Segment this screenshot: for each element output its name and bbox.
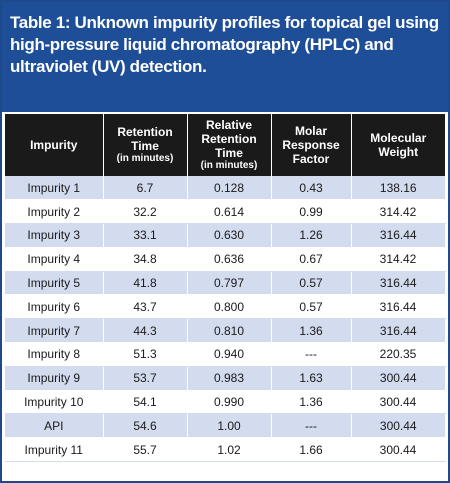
cell-relative-retention-time: 0.614 <box>187 199 272 225</box>
cell-molar-response-factor: 0.43 <box>271 176 352 201</box>
cell-molecular-weight: 300.44 <box>351 437 446 463</box>
cell-retention-time: 33.1 <box>103 223 188 248</box>
title-bar: Table 1: Unknown impurity profiles for t… <box>2 2 448 112</box>
cell-molecular-weight: 300.44 <box>351 366 445 391</box>
cell-relative-retention-time: 0.636 <box>187 247 272 272</box>
cell-retention-time: 54.6 <box>103 413 188 439</box>
cell-impurity: Impurity 5 <box>5 271 104 296</box>
cell-relative-retention-time: 0.990 <box>187 390 272 415</box>
cell-impurity: Impurity 9 <box>5 366 104 391</box>
cell-molar-response-factor: --- <box>271 413 352 439</box>
cell-impurity: Impurity 8 <box>5 342 104 367</box>
cell-molecular-weight: 220.35 <box>351 342 446 367</box>
cell-molecular-weight: 314.42 <box>351 247 446 272</box>
cell-relative-retention-time: 1.02 <box>187 437 272 463</box>
cell-impurity: API <box>5 413 104 439</box>
cell-retention-time: 51.3 <box>103 342 188 367</box>
cell-molar-response-factor: 0.57 <box>271 271 352 296</box>
cell-relative-retention-time: 0.940 <box>187 342 272 367</box>
cell-retention-time: 6.7 <box>103 176 188 201</box>
cell-molar-response-factor: 1.36 <box>271 318 352 344</box>
cell-molar-response-factor: 1.63 <box>271 366 352 391</box>
cell-impurity: Impurity 11 <box>5 437 104 463</box>
table-row: Impurity 4 34.8 0.636 0.67 314.42 <box>5 247 446 272</box>
cell-molar-response-factor: 1.66 <box>271 437 352 463</box>
table-row: Impurity 1 6.7 0.128 0.43 138.16 <box>5 176 445 201</box>
table-row: Impurity 11 55.7 1.02 1.66 300.44 <box>5 437 446 463</box>
header-relative-retention-time-unit: (in minutes) <box>200 160 258 171</box>
cell-molar-response-factor: 0.57 <box>271 294 352 320</box>
cell-molecular-weight: 300.44 <box>351 413 445 439</box>
impurity-table: Impurity Retention Time (in minutes) Rel… <box>5 114 446 463</box>
cell-relative-retention-time: 0.810 <box>187 318 272 344</box>
cell-retention-time: 34.8 <box>103 247 188 272</box>
cell-molecular-weight: 316.44 <box>351 223 445 248</box>
cell-impurity: Impurity 6 <box>5 294 104 320</box>
cell-retention-time: 55.7 <box>103 437 188 463</box>
cell-relative-retention-time: 1.00 <box>187 413 272 439</box>
cell-molar-response-factor: 0.99 <box>271 199 352 225</box>
header-retention-time-unit: (in minutes) <box>116 153 174 164</box>
header-molecular-weight: Molecular Weight <box>351 114 445 176</box>
cell-retention-time: 53.7 <box>103 366 188 391</box>
table-row: Impurity 7 44.3 0.810 1.36 316.44 <box>5 318 445 344</box>
header-relative-retention-time: Relative Retention Time (in minutes) <box>187 114 272 176</box>
table-row: Impurity 10 54.1 0.990 1.36 300.44 <box>5 390 446 415</box>
cell-molar-response-factor: 1.36 <box>271 390 352 415</box>
cell-relative-retention-time: 0.797 <box>187 271 272 296</box>
cell-impurity: Impurity 4 <box>5 247 104 272</box>
table-row: API 54.6 1.00 --- 300.44 <box>5 413 445 439</box>
cell-retention-time: 43.7 <box>103 294 188 320</box>
table-row: Impurity 2 32.2 0.614 0.99 314.42 <box>5 199 446 225</box>
cell-molar-response-factor: 0.67 <box>271 247 352 272</box>
cell-molecular-weight: 316.44 <box>351 271 445 296</box>
cell-impurity: Impurity 2 <box>5 199 104 225</box>
cell-molecular-weight: 314.42 <box>351 199 446 225</box>
cell-molecular-weight: 138.16 <box>351 176 445 201</box>
header-retention-time: Retention Time (in minutes) <box>103 114 188 176</box>
table-row: Impurity 8 51.3 0.940 --- 220.35 <box>5 342 446 367</box>
cell-molecular-weight: 316.44 <box>351 294 446 320</box>
cell-molecular-weight: 316.44 <box>351 318 445 344</box>
header-molar-response-factor: Molar Response Factor <box>271 114 352 176</box>
cell-retention-time: 32.2 <box>103 199 188 225</box>
table-row: Impurity 9 53.7 0.983 1.63 300.44 <box>5 366 445 391</box>
cell-retention-time: 54.1 <box>103 390 188 415</box>
cell-impurity: Impurity 7 <box>5 318 104 344</box>
cell-impurity: Impurity 10 <box>5 390 104 415</box>
cell-impurity: Impurity 3 <box>5 223 104 248</box>
cell-molar-response-factor: --- <box>271 342 352 367</box>
cell-relative-retention-time: 0.800 <box>187 294 272 320</box>
header-impurity: Impurity <box>5 114 104 176</box>
table-title: Table 1: Unknown impurity profiles for t… <box>10 13 439 76</box>
cell-molar-response-factor: 1.26 <box>271 223 352 248</box>
table-header-row: Impurity Retention Time (in minutes) Rel… <box>5 114 445 176</box>
table-row: Impurity 6 43.7 0.800 0.57 316.44 <box>5 294 446 320</box>
table-row: Impurity 5 41.8 0.797 0.57 316.44 <box>5 271 445 296</box>
cell-molecular-weight: 300.44 <box>351 390 446 415</box>
cell-retention-time: 44.3 <box>103 318 188 344</box>
cell-relative-retention-time: 0.630 <box>187 223 272 248</box>
cell-relative-retention-time: 0.128 <box>187 176 272 201</box>
cell-relative-retention-time: 0.983 <box>187 366 272 391</box>
cell-impurity: Impurity 1 <box>5 176 104 201</box>
table-row: Impurity 3 33.1 0.630 1.26 316.44 <box>5 223 445 248</box>
cell-retention-time: 41.8 <box>103 271 188 296</box>
